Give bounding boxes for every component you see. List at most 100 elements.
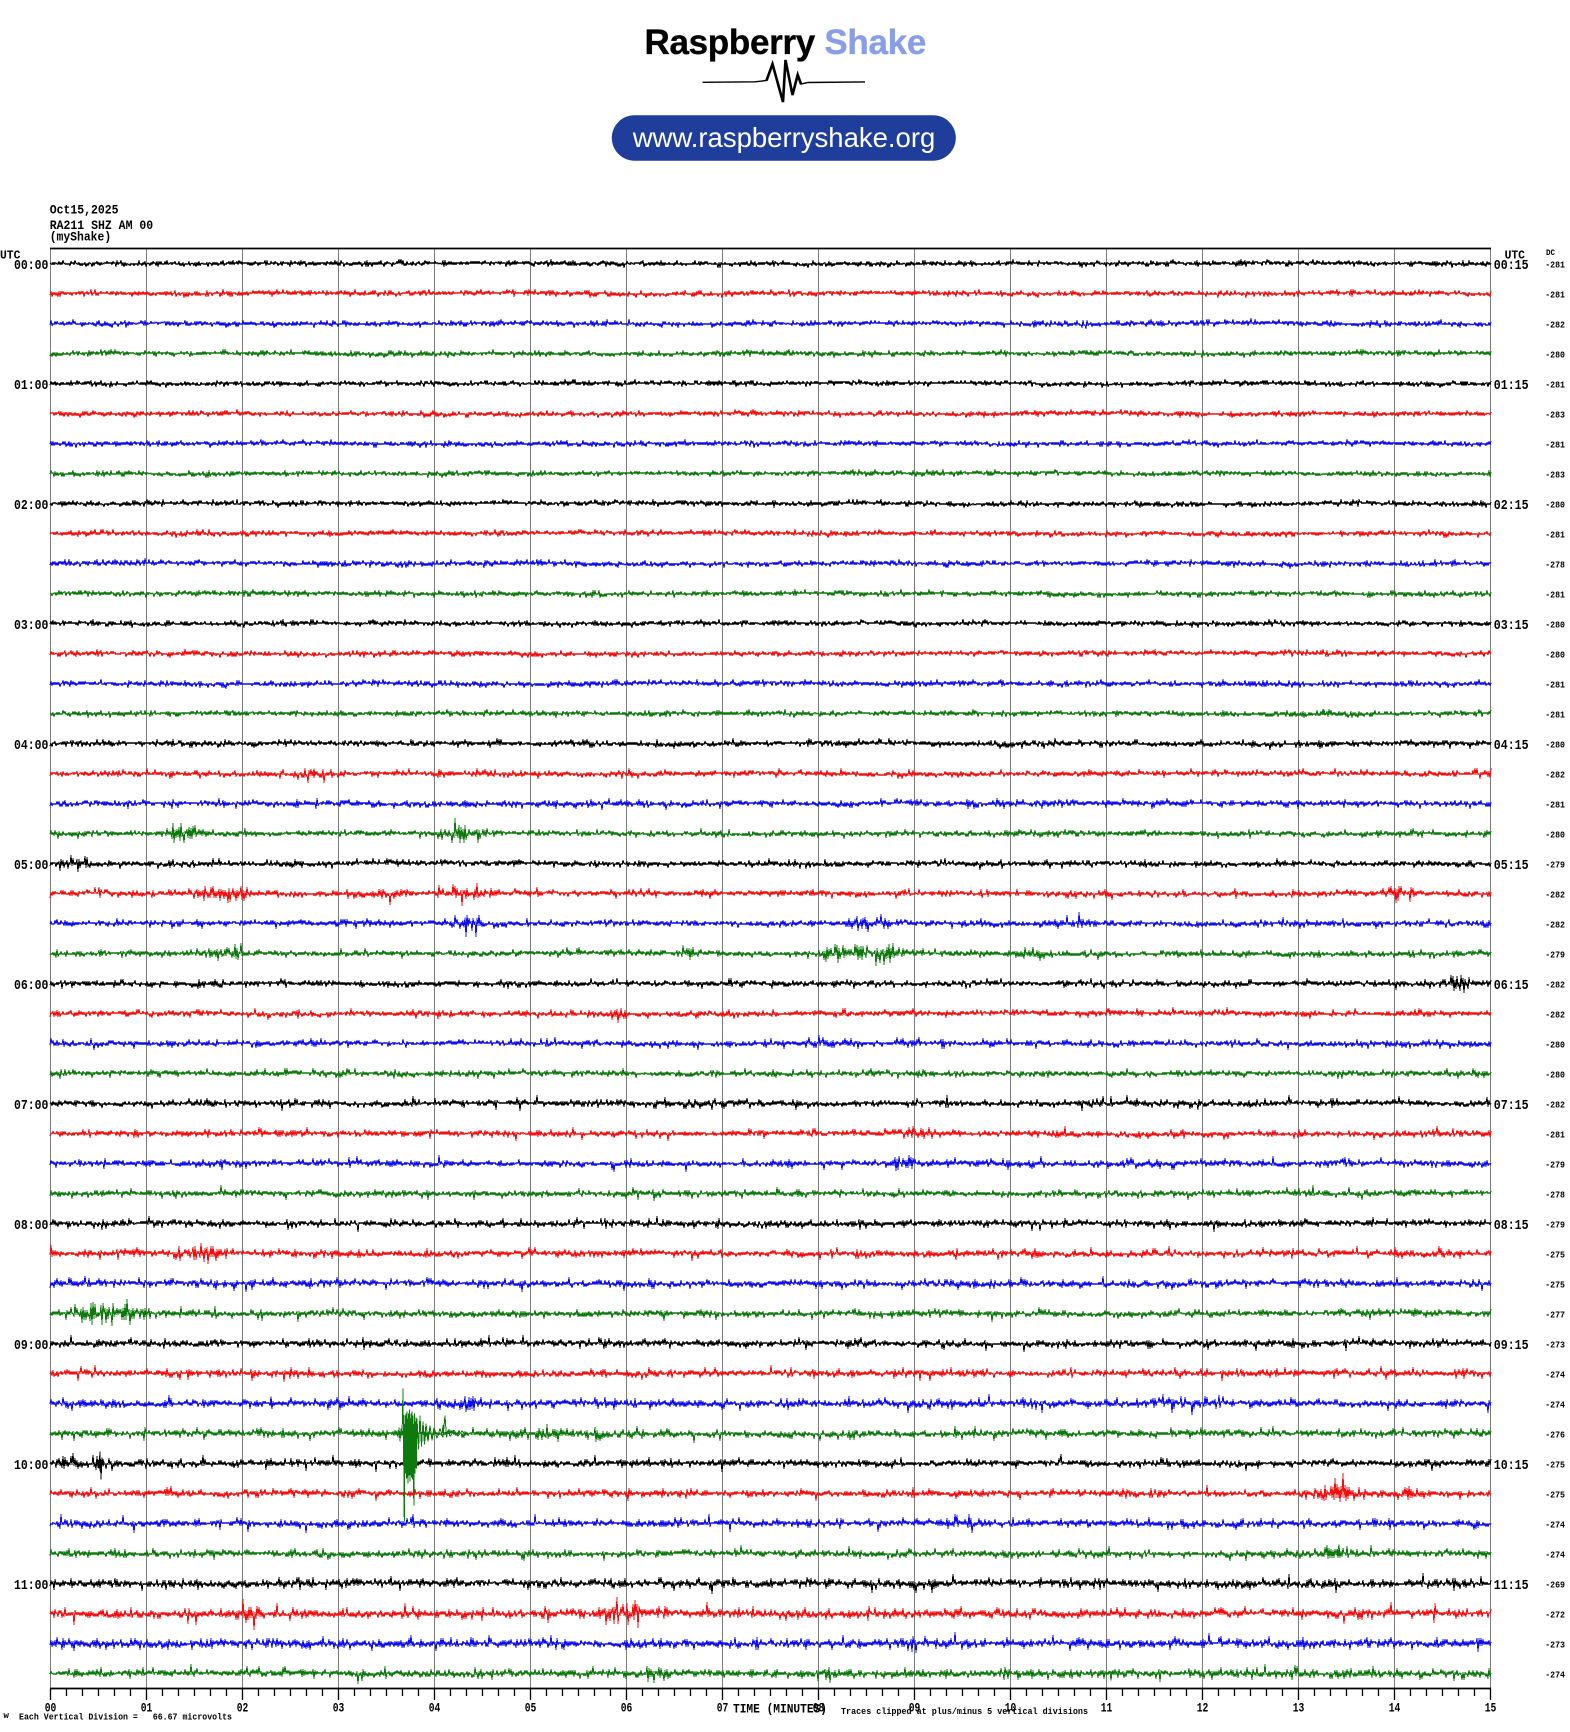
svg-text:05:00: 05:00 [14, 859, 48, 874]
svg-text:Each Vertical Division = 66.: Each Vertical Division = 66.67 microvolt… [19, 1711, 232, 1722]
svg-text:-274: -274 [1545, 1399, 1565, 1410]
svg-text:-275: -275 [1545, 1249, 1565, 1260]
svg-text:02:15: 02:15 [1494, 499, 1529, 514]
svg-text:DC: DC [1546, 248, 1555, 258]
svg-text:11: 11 [1101, 1701, 1113, 1716]
svg-text:-281: -281 [1545, 589, 1565, 600]
svg-text:09:00: 09:00 [14, 1339, 48, 1354]
svg-text:01:15: 01:15 [1494, 379, 1529, 394]
svg-text:-282: -282 [1545, 919, 1565, 930]
svg-text:08:15: 08:15 [1494, 1219, 1529, 1234]
svg-text:01: 01 [141, 1701, 153, 1716]
svg-text:-278: -278 [1545, 559, 1565, 570]
svg-text:-281: -281 [1545, 439, 1565, 450]
svg-text:TIME (MINUTES): TIME (MINUTES) [733, 1703, 827, 1717]
svg-text:05: 05 [525, 1701, 537, 1716]
svg-text:-282: -282 [1545, 889, 1565, 900]
svg-text:-280: -280 [1545, 619, 1565, 630]
svg-text:-281: -281 [1545, 1129, 1565, 1140]
svg-text:10:00: 10:00 [14, 1459, 48, 1474]
svg-text:-279: -279 [1545, 1219, 1565, 1230]
svg-text:-280: -280 [1545, 1039, 1565, 1050]
svg-text:-274: -274 [1545, 1669, 1565, 1680]
svg-text:-281: -281 [1545, 289, 1565, 300]
svg-text:-272: -272 [1545, 1609, 1565, 1620]
svg-text:10: 10 [1005, 1701, 1017, 1716]
svg-text:04:15: 04:15 [1494, 739, 1529, 754]
svg-text:10:15: 10:15 [1494, 1459, 1529, 1474]
svg-text:www.raspberryshake.org: www.raspberryshake.org [632, 122, 936, 153]
svg-text:-273: -273 [1545, 1639, 1565, 1650]
svg-text:06: 06 [621, 1701, 633, 1716]
svg-text:-275: -275 [1545, 1459, 1565, 1470]
svg-text:w: w [4, 1711, 10, 1721]
svg-text:05:15: 05:15 [1494, 859, 1529, 874]
svg-text:-275: -275 [1545, 1279, 1565, 1290]
svg-text:13: 13 [1293, 1701, 1305, 1716]
svg-text:02:00: 02:00 [14, 499, 48, 514]
svg-text:04:00: 04:00 [14, 739, 48, 754]
svg-text:09:15: 09:15 [1494, 1339, 1529, 1354]
svg-text:03:00: 03:00 [14, 619, 48, 634]
svg-text:-280: -280 [1545, 1069, 1565, 1080]
svg-text:04: 04 [429, 1701, 441, 1716]
svg-text:-282: -282 [1545, 1099, 1565, 1110]
svg-text:-274: -274 [1545, 1369, 1565, 1380]
svg-text:03:15: 03:15 [1494, 619, 1529, 634]
svg-text:-279: -279 [1545, 949, 1565, 960]
svg-text:-282: -282 [1545, 319, 1565, 330]
svg-text:07:15: 07:15 [1494, 1099, 1529, 1114]
svg-text:-280: -280 [1545, 349, 1565, 360]
svg-text:-282: -282 [1545, 769, 1565, 780]
svg-text:-280: -280 [1545, 829, 1565, 840]
svg-text:06:00: 06:00 [14, 979, 48, 994]
svg-text:07:00: 07:00 [14, 1099, 48, 1114]
svg-text:14: 14 [1389, 1701, 1401, 1716]
svg-text:Oct15,2025: Oct15,2025 [50, 202, 119, 217]
svg-text:-283: -283 [1545, 469, 1565, 480]
svg-text:-277: -277 [1545, 1309, 1565, 1320]
svg-text:15: 15 [1485, 1701, 1497, 1716]
svg-text:-279: -279 [1545, 859, 1565, 870]
svg-text:-281: -281 [1545, 679, 1565, 690]
svg-text:-279: -279 [1545, 1159, 1565, 1170]
svg-text:(myShake): (myShake) [50, 230, 111, 245]
svg-text:11:00: 11:00 [14, 1579, 48, 1594]
svg-text:00: 00 [45, 1701, 57, 1716]
svg-text:07: 07 [717, 1701, 729, 1716]
svg-text:UTC: UTC [1505, 248, 1525, 262]
svg-text:-282: -282 [1545, 979, 1565, 990]
svg-text:01:00: 01:00 [14, 379, 48, 394]
svg-text:-281: -281 [1545, 709, 1565, 720]
svg-text:-282: -282 [1545, 1009, 1565, 1020]
svg-text:11:15: 11:15 [1494, 1579, 1529, 1594]
svg-text:UTC: UTC [0, 248, 20, 262]
svg-text:08: 08 [813, 1701, 825, 1716]
svg-text:-269: -269 [1545, 1579, 1565, 1590]
svg-text:-274: -274 [1545, 1549, 1565, 1560]
svg-text:08:00: 08:00 [14, 1219, 48, 1234]
svg-text:RA211 SHZ AM 00: RA211 SHZ AM 00 [50, 218, 154, 233]
svg-text:00:15: 00:15 [1494, 259, 1529, 274]
svg-text:-278: -278 [1545, 1189, 1565, 1200]
svg-text:-276: -276 [1545, 1429, 1565, 1440]
svg-text:03: 03 [333, 1701, 345, 1716]
svg-text:Traces clipped at plus/minus 5: Traces clipped at plus/minus 5 vertical … [841, 1706, 1088, 1717]
svg-text:06:15: 06:15 [1494, 979, 1529, 994]
svg-text:02: 02 [237, 1701, 249, 1716]
svg-text:-283: -283 [1545, 409, 1565, 420]
svg-text:-280: -280 [1545, 739, 1565, 750]
svg-text:-280: -280 [1545, 649, 1565, 660]
svg-text:00:00: 00:00 [14, 259, 48, 274]
svg-text:-281: -281 [1545, 379, 1565, 390]
svg-text:-275: -275 [1545, 1489, 1565, 1500]
svg-text:Raspberry Shake: Raspberry Shake [645, 23, 927, 62]
svg-text:-281: -281 [1545, 529, 1565, 540]
svg-text:-273: -273 [1545, 1339, 1565, 1350]
svg-text:09: 09 [909, 1701, 921, 1716]
svg-text:-281: -281 [1545, 259, 1565, 270]
svg-text:-280: -280 [1545, 499, 1565, 510]
svg-text:-274: -274 [1545, 1519, 1565, 1530]
svg-text:12: 12 [1197, 1701, 1209, 1716]
svg-text:-281: -281 [1545, 799, 1565, 810]
